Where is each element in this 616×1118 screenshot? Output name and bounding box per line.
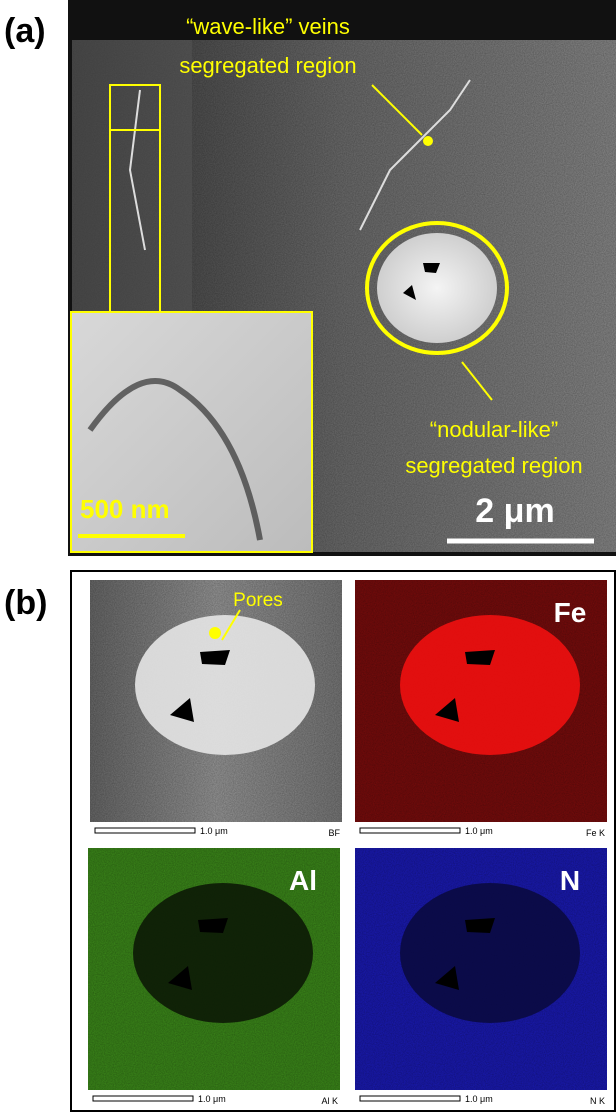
pore <box>403 263 440 300</box>
scale-bar <box>92 1095 194 1102</box>
nodule <box>400 883 580 1023</box>
scale-label: 2 μm <box>475 492 554 530</box>
eds-maps: 1.0 μm BF Fe 1.0 μm Fe K Al 1.0 μm Al K N 1.0 μm N… <box>88 580 607 1106</box>
scale-label: 1.0 μm <box>198 1094 226 1104</box>
arrow-dot <box>209 627 221 639</box>
annotation: segregated region <box>405 453 582 478</box>
annotation: “wave-like” veins <box>186 14 350 39</box>
scale-label: 1.0 μm <box>465 1094 493 1104</box>
inset-feature <box>87 378 263 541</box>
panel-label: (a) <box>4 12 46 50</box>
pore <box>435 918 495 990</box>
nodule <box>400 615 580 755</box>
annotation: “nodular-like” <box>430 417 558 442</box>
annotation: segregated region <box>179 53 356 78</box>
scale-bar <box>359 1095 461 1102</box>
arrow <box>461 361 493 401</box>
signal-label: BF <box>328 828 340 838</box>
scale-bar <box>359 827 461 834</box>
scale-label: 1.0 μm <box>465 826 493 836</box>
zoom-box <box>109 84 161 131</box>
element-label: N <box>560 865 580 896</box>
element-label: Fe <box>554 597 587 628</box>
signal-label: N K <box>590 1096 605 1106</box>
pore <box>170 650 230 722</box>
nodule <box>135 615 315 755</box>
nodule <box>133 883 313 1023</box>
arrow-dot <box>423 136 433 146</box>
highlight-ellipse <box>365 221 509 355</box>
scale-bar <box>94 827 196 834</box>
scale-label: 1.0 μm <box>200 826 228 836</box>
signal-label: Al K <box>321 1096 338 1106</box>
pore <box>435 650 495 722</box>
pore <box>168 918 228 990</box>
vein <box>128 79 471 251</box>
inset <box>70 311 313 553</box>
arrow <box>221 609 241 641</box>
element-label: Al <box>289 865 317 896</box>
pores-label: Pores <box>233 590 283 611</box>
inset-scale-label: 500 nm <box>80 494 170 524</box>
nodule <box>377 233 497 343</box>
arrow <box>371 84 423 136</box>
panel-label: (b) <box>4 584 47 622</box>
signal-label: Fe K <box>586 828 605 838</box>
